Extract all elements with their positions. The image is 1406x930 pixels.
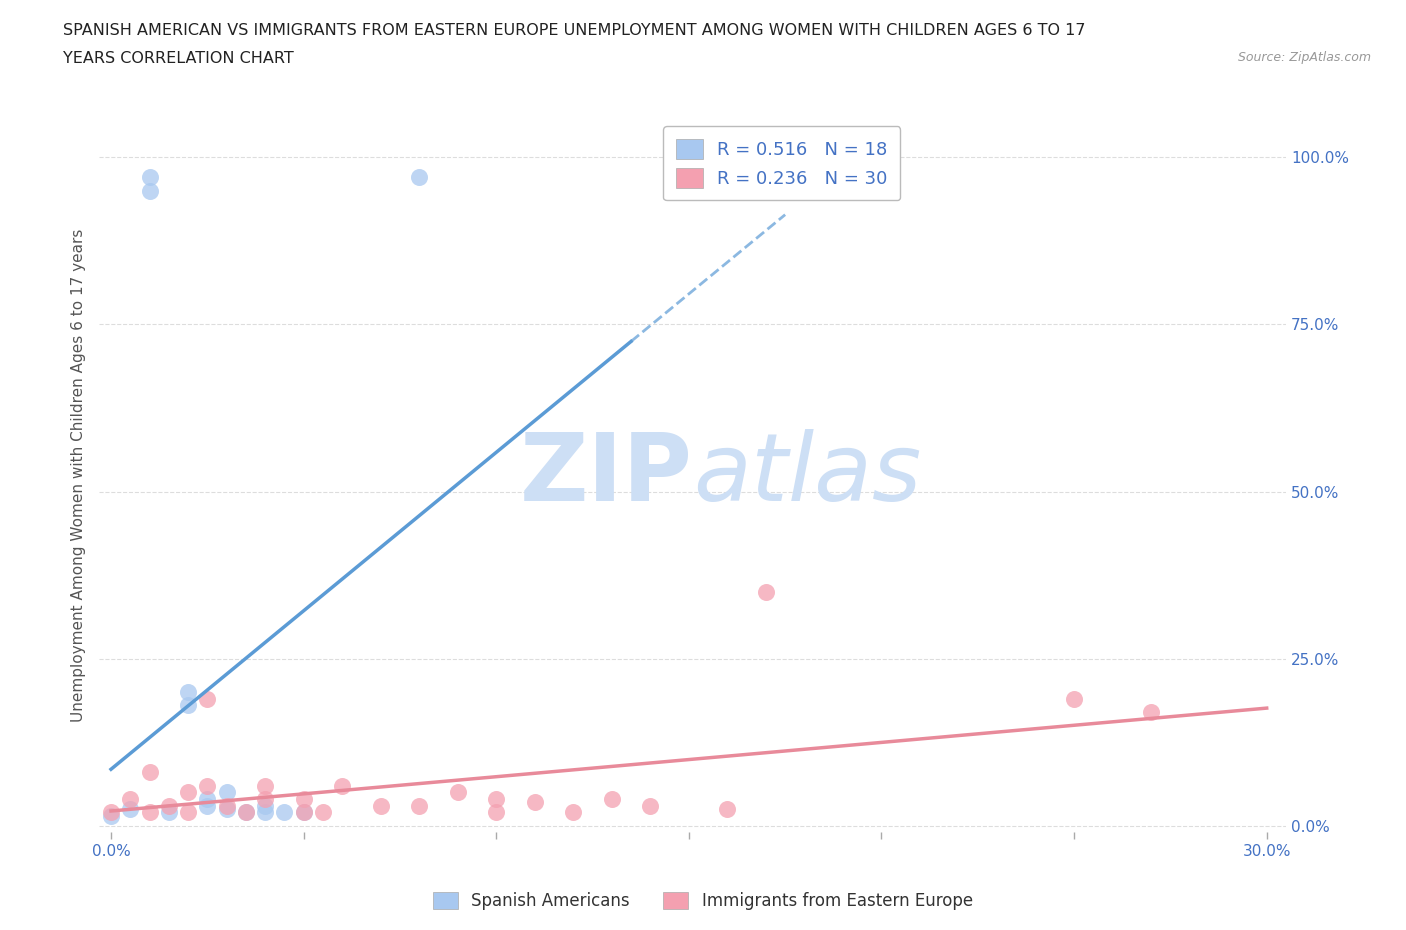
Legend: R = 0.516   N = 18, R = 0.236   N = 30: R = 0.516 N = 18, R = 0.236 N = 30 <box>664 126 900 200</box>
Point <box>254 798 277 813</box>
Point <box>408 170 430 185</box>
Point <box>640 798 662 813</box>
Point <box>716 802 738 817</box>
Point <box>215 785 238 800</box>
Point <box>157 804 180 819</box>
Point <box>120 802 142 817</box>
Point <box>195 798 218 813</box>
Point <box>120 791 142 806</box>
Point <box>1140 705 1163 720</box>
Point <box>447 785 470 800</box>
Point <box>195 778 218 793</box>
Point <box>177 698 200 713</box>
Legend: Spanish Americans, Immigrants from Eastern Europe: Spanish Americans, Immigrants from Easte… <box>426 885 980 917</box>
Point <box>157 798 180 813</box>
Point <box>273 804 295 819</box>
Point <box>195 791 218 806</box>
Point <box>562 804 585 819</box>
Point <box>177 684 200 699</box>
Point <box>235 804 257 819</box>
Point <box>600 791 623 806</box>
Point <box>138 170 160 185</box>
Text: YEARS CORRELATION CHART: YEARS CORRELATION CHART <box>63 51 294 66</box>
Point <box>755 584 778 599</box>
Point <box>254 804 277 819</box>
Point <box>195 691 218 706</box>
Point <box>330 778 353 793</box>
Point <box>408 798 430 813</box>
Point <box>292 804 315 819</box>
Text: atlas: atlas <box>693 430 921 521</box>
Point <box>177 804 200 819</box>
Point <box>292 791 315 806</box>
Point <box>254 778 277 793</box>
Point <box>1063 691 1085 706</box>
Point <box>138 804 160 819</box>
Y-axis label: Unemployment Among Women with Children Ages 6 to 17 years: Unemployment Among Women with Children A… <box>72 228 86 722</box>
Point <box>138 764 160 779</box>
Point <box>215 802 238 817</box>
Point <box>292 804 315 819</box>
Point <box>100 804 122 819</box>
Point <box>523 795 546 810</box>
Point <box>716 170 738 185</box>
Text: ZIP: ZIP <box>520 429 693 521</box>
Point <box>254 791 277 806</box>
Point <box>312 804 335 819</box>
Point <box>138 183 160 198</box>
Point <box>177 785 200 800</box>
Point <box>215 798 238 813</box>
Point <box>235 804 257 819</box>
Point <box>370 798 392 813</box>
Point <box>485 791 508 806</box>
Text: SPANISH AMERICAN VS IMMIGRANTS FROM EASTERN EUROPE UNEMPLOYMENT AMONG WOMEN WITH: SPANISH AMERICAN VS IMMIGRANTS FROM EAST… <box>63 23 1085 38</box>
Point <box>100 808 122 823</box>
Point <box>485 804 508 819</box>
Text: Source: ZipAtlas.com: Source: ZipAtlas.com <box>1237 51 1371 64</box>
